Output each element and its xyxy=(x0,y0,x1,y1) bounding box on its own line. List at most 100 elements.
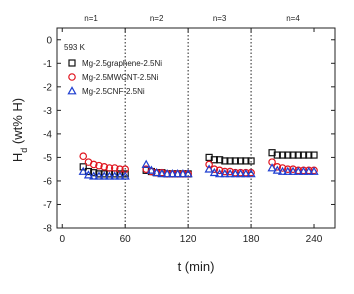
point xyxy=(95,170,103,178)
point xyxy=(216,156,224,164)
point xyxy=(79,152,88,161)
y-tick-label: -5 xyxy=(43,153,52,164)
point xyxy=(242,157,250,165)
point xyxy=(141,159,151,168)
legend-marker xyxy=(67,86,77,95)
point xyxy=(173,169,183,178)
point xyxy=(278,151,287,159)
point xyxy=(225,169,235,178)
point xyxy=(267,163,277,172)
point xyxy=(89,171,99,180)
point xyxy=(221,167,229,176)
legend-marker xyxy=(68,59,76,67)
cycle-label: n=3 xyxy=(213,14,227,23)
point xyxy=(226,167,234,176)
x-tick-label: 60 xyxy=(120,234,132,245)
point xyxy=(120,171,130,180)
point xyxy=(152,167,162,177)
point xyxy=(105,164,114,172)
y-label-sub: d xyxy=(19,148,29,153)
point xyxy=(90,169,98,177)
point xyxy=(277,166,288,175)
point xyxy=(247,157,255,165)
point xyxy=(100,163,109,171)
point xyxy=(273,151,281,159)
point xyxy=(95,161,103,170)
point xyxy=(209,167,219,177)
point xyxy=(79,163,87,171)
point xyxy=(226,157,234,165)
point xyxy=(289,165,297,173)
legend-marker xyxy=(68,73,76,81)
point xyxy=(230,169,240,178)
point xyxy=(205,153,213,162)
y-tick-label: -6 xyxy=(43,176,52,187)
x-tick-label: 180 xyxy=(243,234,260,245)
point xyxy=(104,171,115,180)
y-tick-label: 0 xyxy=(46,35,52,46)
point xyxy=(83,170,94,179)
point xyxy=(78,166,88,175)
point xyxy=(146,165,157,174)
point xyxy=(310,151,318,159)
point xyxy=(99,171,109,180)
point xyxy=(157,169,167,178)
point xyxy=(241,169,251,178)
legend-label: Mg-2.5graphene-2.5Ni xyxy=(82,59,162,68)
point xyxy=(288,166,298,175)
point xyxy=(115,171,125,180)
point xyxy=(214,169,225,178)
y-tick-label: -1 xyxy=(43,59,52,70)
point xyxy=(246,169,256,178)
y-tick-label: -8 xyxy=(43,224,52,235)
cycle-label: n=2 xyxy=(150,14,164,23)
point xyxy=(89,160,98,169)
plot-frame xyxy=(56,27,336,229)
y-label-main: H xyxy=(10,153,25,162)
point xyxy=(309,166,319,175)
point xyxy=(299,151,308,159)
point xyxy=(178,169,188,178)
point xyxy=(278,164,287,172)
point xyxy=(121,170,129,178)
point xyxy=(205,160,213,169)
y-axis-label: Hd (wt% H) xyxy=(10,98,29,162)
point xyxy=(298,166,309,175)
point xyxy=(272,165,282,174)
point xyxy=(215,166,224,175)
point xyxy=(294,151,302,159)
point xyxy=(220,169,230,178)
point xyxy=(283,166,293,175)
x-tick-label: 120 xyxy=(180,234,197,245)
y-tick-label: -4 xyxy=(43,129,52,140)
point xyxy=(94,171,104,180)
x-tick-label: 240 xyxy=(306,234,323,245)
point xyxy=(305,151,313,159)
y-tick-label: -2 xyxy=(43,82,52,93)
legend-label: Mg-2.5CNF-2.5Ni xyxy=(82,87,145,96)
point xyxy=(221,157,229,165)
point xyxy=(210,156,218,164)
point xyxy=(110,164,119,172)
point xyxy=(236,157,245,165)
cycle-label: n=4 xyxy=(286,14,300,23)
y-tick-label: -3 xyxy=(43,106,52,117)
point xyxy=(100,170,108,178)
cycle-label: n=1 xyxy=(84,14,98,23)
point xyxy=(293,166,303,175)
point xyxy=(283,165,292,173)
point xyxy=(162,169,172,178)
y-label-rest: (wt% H) xyxy=(10,98,25,148)
point xyxy=(284,151,292,159)
point xyxy=(167,169,178,178)
point xyxy=(289,151,297,159)
y-tick-label: -7 xyxy=(43,200,52,211)
point xyxy=(304,166,314,175)
point xyxy=(110,171,120,180)
point xyxy=(116,170,124,178)
legend-label: Mg-2.5MWCNT-2.5Ni xyxy=(82,73,159,82)
point xyxy=(268,149,276,157)
x-tick-label: 0 xyxy=(59,234,65,245)
point xyxy=(231,157,239,165)
